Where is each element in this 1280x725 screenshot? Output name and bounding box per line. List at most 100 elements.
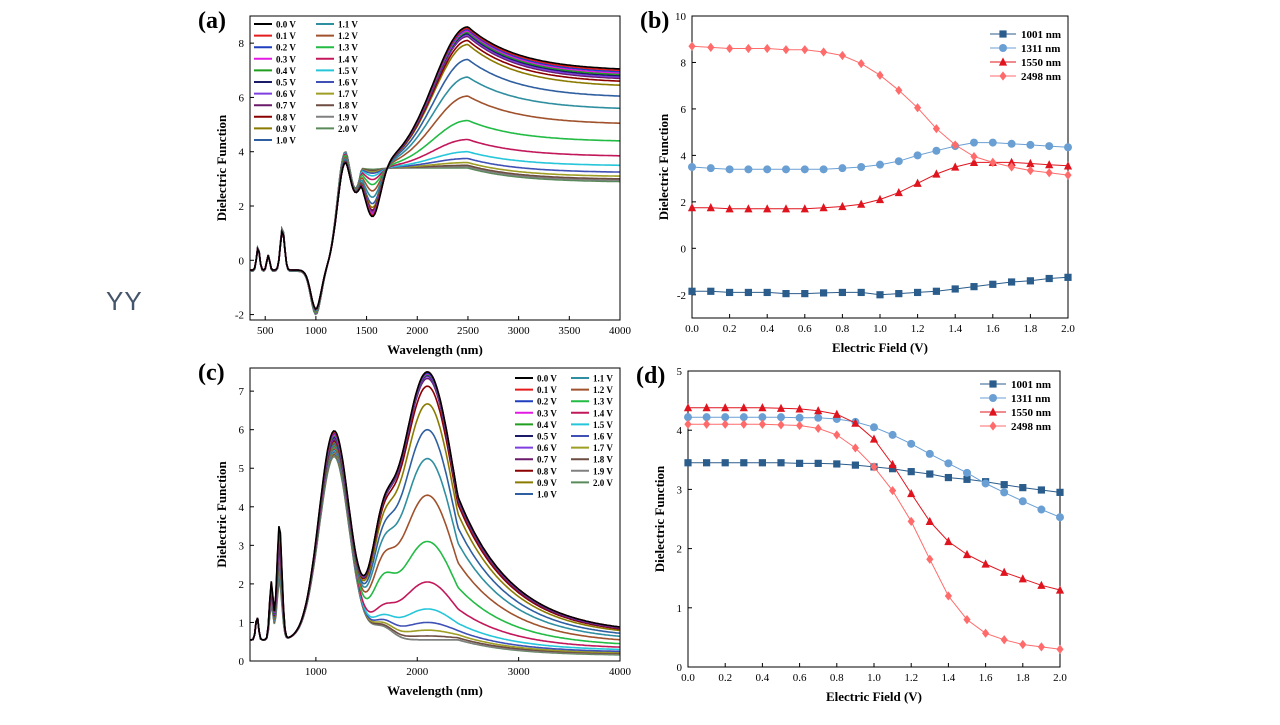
data-point [1008, 278, 1016, 286]
series-line-19V [250, 150, 620, 316]
data-point [1008, 162, 1016, 172]
data-point [726, 288, 734, 297]
data-point [907, 468, 915, 476]
data-point [744, 43, 752, 54]
data-point [914, 103, 922, 113]
series-line-16V [250, 450, 620, 653]
data-point [981, 559, 990, 568]
data-point [814, 423, 822, 434]
data-point [988, 138, 997, 147]
y-tick-label: 5 [239, 463, 245, 475]
panel-label: (d) [636, 363, 665, 389]
data-point [970, 151, 978, 162]
legend-label: 1.4 V [338, 54, 358, 64]
data-point [777, 459, 785, 467]
x-tick-label: 4000 [609, 325, 632, 337]
series-line-15V [250, 150, 620, 315]
y-tick-label: 0 [239, 255, 245, 267]
legend: 1001 nm 1311 nm 1550 nm 2498 nm [990, 29, 1061, 83]
x-tick-label: 2000 [406, 325, 429, 337]
y-tick-label: 4 [677, 425, 683, 437]
y-tick-label: 8 [681, 57, 687, 69]
x-tick-label: 0.2 [718, 672, 732, 684]
x-tick-label: 2.0 [1061, 323, 1075, 335]
legend-label: 0.2 V [276, 43, 296, 53]
y-tick-label: 0 [681, 243, 687, 255]
legend-label: 0.1 V [537, 385, 557, 395]
data-point [832, 409, 841, 418]
legend-label: 1311 nm [1021, 43, 1060, 55]
data-point [684, 419, 692, 429]
panel-a: 500 1000 1500 2000 2500 3000 3500 4000 -2 0 2 4 6 8 Wa… [198, 8, 632, 357]
data-point [1037, 580, 1046, 589]
legend-label: 1.0 V [276, 136, 296, 146]
legend-label: 1.7 V [593, 443, 613, 453]
data-point [944, 591, 952, 601]
y-tick-label: 8 [239, 38, 245, 50]
panel-d: 0.0 0.2 0.4 0.6 0.8 1.0 1.2 1.4 1.6 1.8 2.0 0 1 2 3 4 5 E… [636, 363, 1067, 704]
y-tick-label: 3 [677, 484, 683, 496]
legend-label: 1.6 V [338, 78, 358, 88]
series-line-06V [250, 375, 620, 641]
legend-label: 1001 nm [1011, 379, 1051, 391]
data-point [944, 473, 952, 482]
series-line-20V [250, 150, 620, 316]
x-tick-label: 1500 [356, 325, 379, 337]
data-point [758, 403, 767, 412]
legend-label: 2.0 V [338, 124, 358, 134]
data-point [857, 199, 866, 208]
data-point [1055, 585, 1065, 594]
x-tick-label: 1.6 [979, 672, 993, 684]
y-tick-label: 2 [677, 544, 683, 556]
y-tick-label: -2 [677, 290, 686, 302]
series-line-07V [250, 377, 620, 641]
data-point [888, 459, 897, 469]
x-tick-label: 3000 [508, 666, 531, 678]
legend-label: 0.6 V [276, 89, 296, 99]
x-tick-label: 3500 [558, 325, 581, 337]
legend-label: 0.6 V [537, 443, 557, 453]
legend-label: 2.0 V [593, 478, 613, 488]
data-point [944, 536, 953, 546]
legend-label: 1.1 V [593, 374, 613, 384]
data-point [857, 163, 866, 171]
data-point [744, 165, 753, 174]
data-point [963, 468, 971, 477]
data-point [1056, 513, 1064, 522]
legend-marker [989, 380, 997, 388]
data-point [963, 475, 971, 483]
series-line-05V [250, 374, 620, 641]
data-point [833, 430, 841, 440]
panel-label: (c) [198, 360, 225, 386]
data-point [895, 85, 903, 95]
data-point [876, 291, 884, 299]
legend-label: 0.2 V [537, 397, 557, 407]
data-point [932, 287, 940, 295]
legend-label: 0.0 V [537, 374, 557, 384]
data-point [1064, 143, 1072, 152]
legend-marker [989, 421, 997, 431]
data-point [795, 413, 804, 422]
data-point [838, 201, 847, 211]
legend-label: 0.4 V [537, 420, 557, 430]
y-tick-label: 2 [239, 201, 245, 213]
data-point [744, 288, 752, 297]
data-point [1000, 488, 1009, 497]
legend-marker [998, 57, 1008, 66]
series-line-18V [250, 151, 620, 316]
data-point [1000, 635, 1008, 645]
legend-marker [999, 30, 1007, 38]
legend-label: 1550 nm [1021, 57, 1061, 69]
data-point [688, 163, 696, 171]
data-point [926, 470, 934, 478]
data-point [684, 459, 692, 467]
data-point [1000, 567, 1009, 576]
data-point [702, 403, 711, 412]
data-point [1026, 277, 1034, 285]
data-point [1064, 273, 1072, 281]
legend-label: 0.3 V [276, 54, 296, 64]
data-point [763, 43, 771, 54]
data-point [721, 413, 730, 422]
data-point [814, 406, 823, 415]
